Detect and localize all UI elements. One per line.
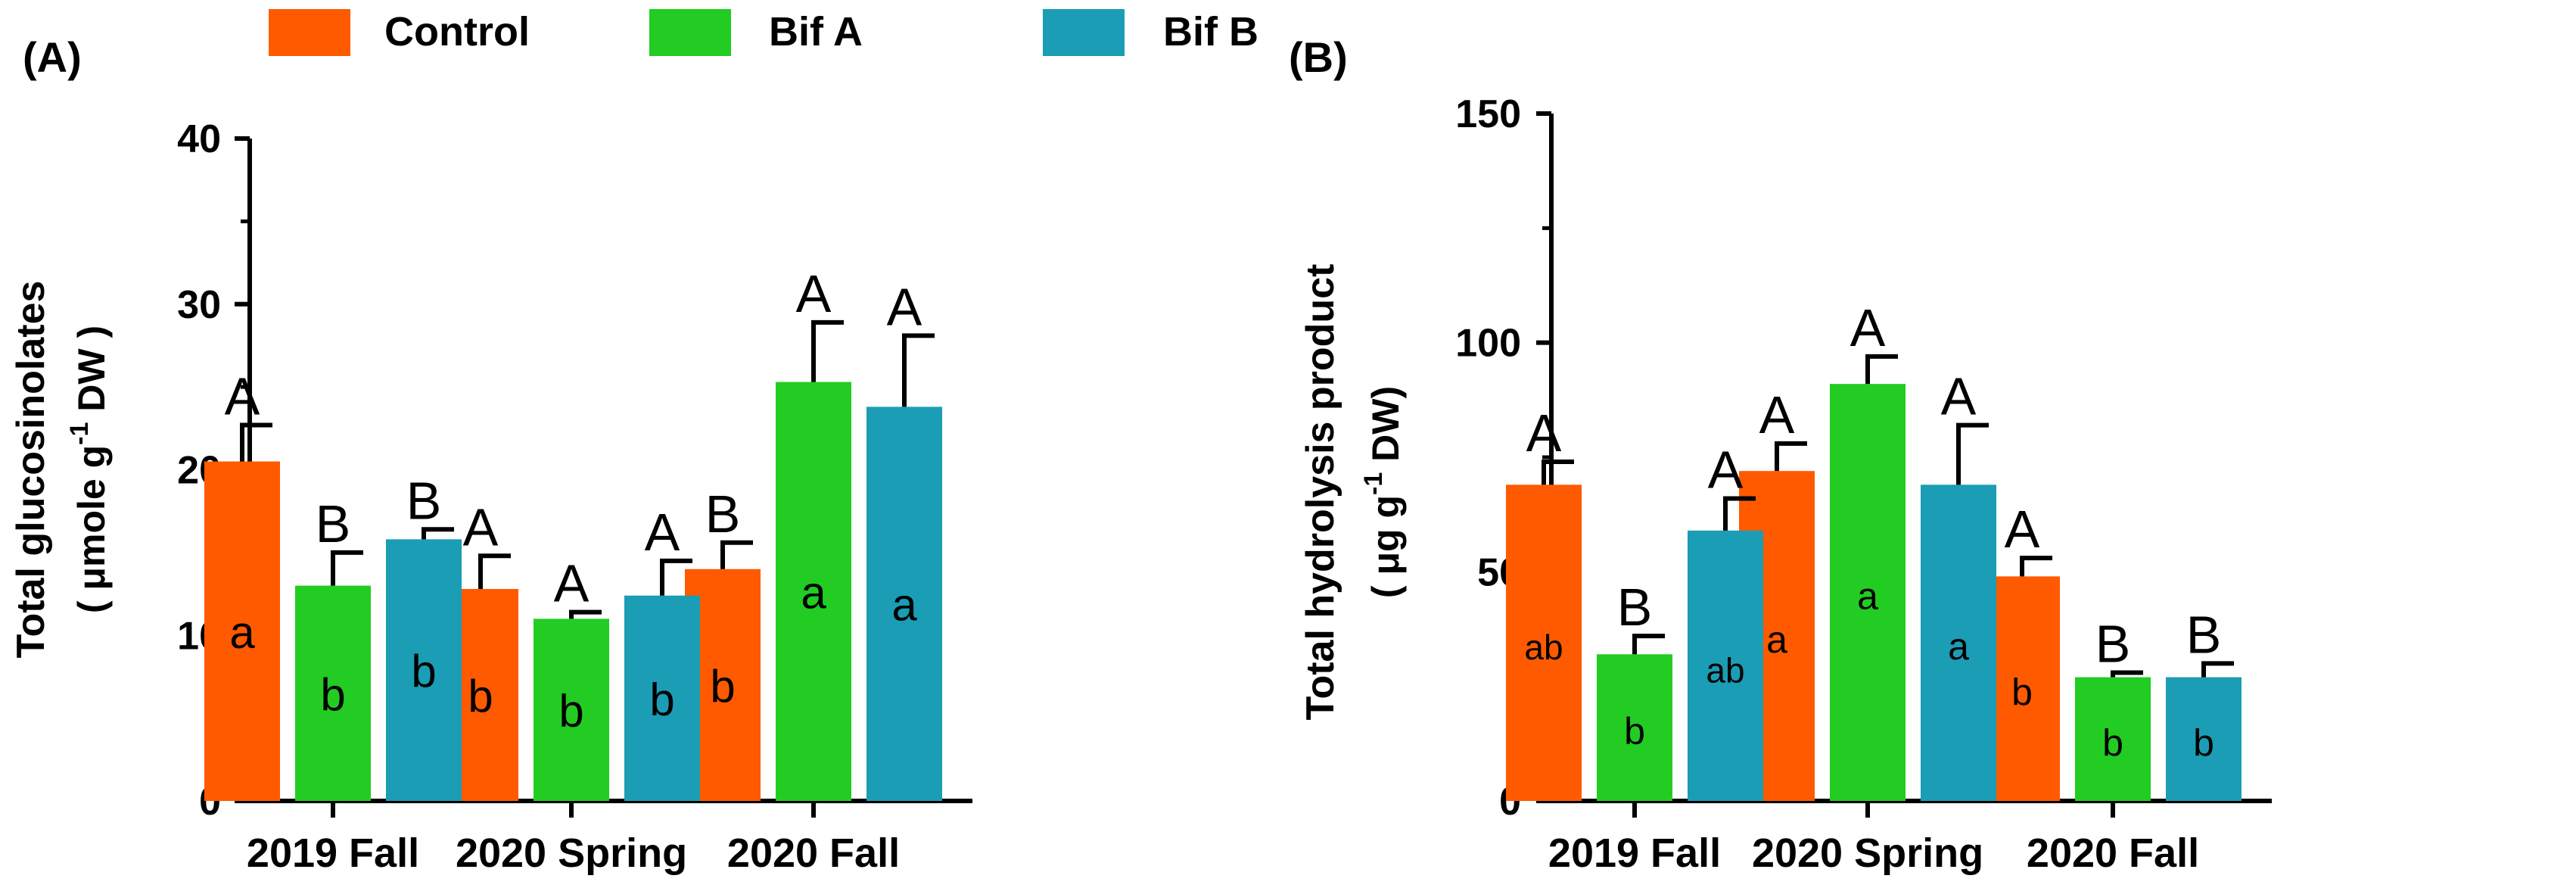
upper-letter: B bbox=[1617, 578, 1653, 637]
upper-letter: A bbox=[1941, 367, 1977, 426]
bar bbox=[295, 585, 371, 801]
inner-letter: ab bbox=[1524, 628, 1563, 667]
legend-label-control: Control bbox=[384, 9, 530, 55]
x-tick-label: 2020 Spring bbox=[456, 830, 687, 876]
bar bbox=[2166, 677, 2242, 801]
bar bbox=[624, 595, 700, 801]
y-axis-unit-exponent: -1 bbox=[65, 422, 94, 445]
bar bbox=[866, 407, 942, 801]
legend: Control Bif A Bif B bbox=[269, 9, 1258, 56]
upper-letter: A bbox=[1708, 440, 1744, 499]
upper-letter: B bbox=[406, 471, 442, 530]
inner-letter: a bbox=[801, 567, 826, 618]
upper-letter: A bbox=[463, 497, 499, 556]
series-bif-a: Bb Ab Aa bbox=[295, 264, 851, 801]
inner-letter: b bbox=[710, 661, 735, 712]
x-tick-label: 2020 Fall bbox=[2027, 830, 2199, 876]
panel-label: (B) bbox=[1289, 33, 1348, 81]
y-axis-unit-prefix: ( μmole g bbox=[70, 445, 113, 613]
upper-letter: B bbox=[705, 485, 741, 544]
y-tick-label: 100 bbox=[1455, 322, 1521, 366]
legend-label-bif-b: Bif B bbox=[1163, 9, 1258, 55]
inner-letter: b bbox=[320, 669, 345, 720]
bar bbox=[534, 618, 609, 801]
x-tick-label: 2020 Fall bbox=[727, 830, 900, 876]
x-tick-label: 2019 Fall bbox=[247, 830, 419, 876]
y-axis-title: Total hydrolysis product bbox=[1299, 264, 1342, 721]
bar bbox=[386, 539, 462, 801]
y-axis-unit: ( μmole g-1 DW ) bbox=[65, 326, 113, 613]
upper-letter: B bbox=[316, 494, 351, 553]
y-axis-unit-prefix: ( μg g bbox=[1364, 495, 1407, 598]
x-tick-label: 2020 Spring bbox=[1752, 830, 1983, 876]
inner-letter: a bbox=[1857, 575, 1878, 618]
bar bbox=[1921, 485, 1996, 801]
x-tick-label: 2019 Fall bbox=[1548, 830, 1721, 876]
upper-letter: B bbox=[2186, 605, 2222, 664]
y-tick-label: 40 bbox=[177, 117, 221, 161]
legend-swatch-bif-a bbox=[649, 9, 731, 56]
bar bbox=[1506, 485, 1582, 801]
upper-letter: A bbox=[796, 264, 832, 323]
legend-label-bif-a: Bif A bbox=[769, 9, 863, 55]
upper-letter: A bbox=[1759, 385, 1795, 444]
inner-letter: b bbox=[649, 674, 674, 724]
bar bbox=[1984, 576, 2060, 801]
inner-letter: b bbox=[2193, 721, 2214, 764]
inner-letter: b bbox=[2011, 671, 2033, 714]
upper-letter: A bbox=[887, 277, 922, 336]
inner-letter: ab bbox=[1706, 650, 1744, 690]
bar bbox=[776, 382, 851, 801]
bar bbox=[1597, 654, 1672, 801]
legend-swatch-control bbox=[269, 9, 350, 56]
inner-letter: b bbox=[2102, 721, 2123, 764]
bar bbox=[1830, 384, 1906, 801]
y-axis-unit: ( μg g-1 DW) bbox=[1359, 386, 1407, 598]
upper-letter: A bbox=[554, 554, 590, 613]
y-axis-unit-suffix: DW) bbox=[1364, 386, 1407, 472]
series-bif-a: Bb Aa Bb bbox=[1597, 298, 2151, 801]
upper-letter: A bbox=[645, 503, 680, 562]
upper-letter: A bbox=[1526, 403, 1562, 463]
bar bbox=[1688, 530, 1763, 801]
upper-letter: B bbox=[2095, 615, 2131, 674]
inner-letter: b bbox=[411, 646, 436, 696]
y-axis-unit-suffix: DW ) bbox=[70, 326, 113, 422]
inner-letter: b bbox=[1624, 710, 1645, 752]
y-axis-unit-exponent: -1 bbox=[1359, 472, 1388, 495]
panel-label: (A) bbox=[23, 33, 82, 81]
inner-letter: b bbox=[468, 671, 493, 721]
series-bif-b: Bb Ab Aa bbox=[386, 277, 942, 801]
bar bbox=[2075, 677, 2151, 801]
bar bbox=[204, 461, 280, 801]
upper-letter: A bbox=[225, 366, 260, 425]
inner-letter: a bbox=[1766, 618, 1787, 661]
inner-letter: a bbox=[229, 607, 255, 658]
upper-letter: A bbox=[2005, 500, 2040, 559]
upper-letter: A bbox=[1850, 298, 1886, 357]
inner-letter: b bbox=[558, 686, 583, 737]
legend-swatch-bif-b bbox=[1043, 9, 1125, 56]
inner-letter: a bbox=[891, 580, 917, 631]
y-axis-title: Total glucosinolates bbox=[9, 281, 53, 659]
y-tick-label: 30 bbox=[177, 283, 221, 327]
inner-letter: a bbox=[1948, 625, 1969, 668]
y-tick-label: 150 bbox=[1455, 92, 1521, 136]
